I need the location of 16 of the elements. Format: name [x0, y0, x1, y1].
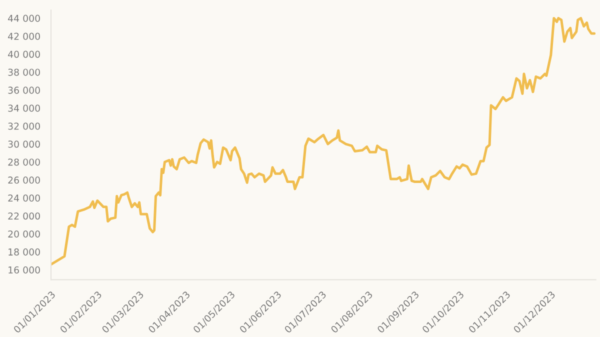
y-tick-label: 34 000	[8, 104, 40, 112]
y-tick-label: 44 000	[8, 14, 40, 22]
y-tick-label: 30 000	[8, 140, 40, 148]
line-series	[51, 16, 596, 266]
y-tick-label: 38 000	[8, 68, 40, 76]
y-tick-label: 28 000	[8, 158, 40, 166]
y-tick-label: 20 000	[8, 230, 40, 238]
y-tick-label: 26 000	[8, 176, 40, 184]
y-tick-label: 42 000	[8, 32, 40, 40]
y-tick-label: 18 000	[8, 248, 40, 256]
y-tick-label: 24 000	[8, 194, 40, 202]
y-tick-label: 40 000	[8, 50, 40, 58]
y-tick-label: 22 000	[8, 212, 40, 220]
y-tick-label: 32 000	[8, 122, 40, 130]
y-tick-label: 16 000	[8, 266, 40, 274]
y-tick-label: 36 000	[8, 86, 40, 94]
